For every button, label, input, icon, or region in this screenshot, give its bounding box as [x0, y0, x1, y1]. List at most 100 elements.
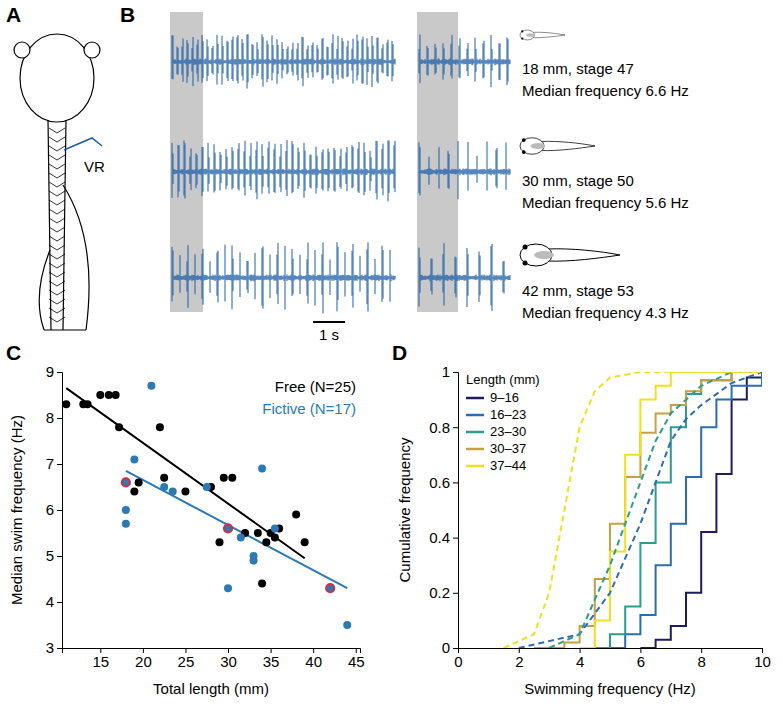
scale-bar	[313, 321, 345, 323]
point	[96, 391, 104, 399]
point	[160, 483, 168, 491]
tick-label: 20	[135, 653, 152, 670]
tick-label: 40	[305, 653, 322, 670]
tick: 0.4	[429, 529, 458, 546]
tick-label: 10	[754, 653, 771, 670]
point	[156, 423, 164, 431]
recording-size: 42 mm, stage 53	[522, 282, 634, 299]
panel-letter: B	[120, 3, 135, 26]
legend-swatch	[466, 465, 484, 468]
panel-letter: A	[6, 3, 21, 26]
legend-entry: 16–23	[490, 407, 526, 422]
point	[84, 400, 92, 408]
trace	[419, 35, 510, 88]
electrode	[64, 138, 102, 150]
y-axis-line	[453, 373, 459, 649]
icon-gut	[531, 143, 546, 149]
tick-label: 4	[576, 653, 584, 670]
point	[262, 538, 270, 546]
legend-swatch	[466, 431, 484, 434]
point	[224, 524, 232, 532]
legend-entry: Fictive (N=17)	[262, 400, 356, 417]
tick: 9	[46, 363, 62, 380]
x-axis-title: Swimming frequency (Hz)	[524, 680, 696, 697]
tick: 0.8	[429, 419, 458, 436]
tick-label: 35	[263, 653, 280, 670]
eye	[84, 42, 100, 58]
tick-mark	[453, 538, 458, 539]
tick-label: 0.8	[429, 419, 450, 436]
point	[343, 621, 351, 629]
electrode-label: VR	[84, 158, 105, 175]
tick-label: 6	[46, 501, 54, 518]
trace	[172, 34, 395, 88]
scale-bar-label: 1 s	[319, 326, 339, 343]
tick-mark	[57, 648, 62, 649]
tick-label: 7	[46, 455, 54, 472]
point	[292, 511, 300, 519]
tick-label: 0.6	[429, 474, 450, 491]
tadpole-icon	[520, 30, 565, 40]
icon-eye	[521, 37, 523, 39]
icon-head	[520, 30, 534, 40]
icon-eye	[523, 245, 528, 250]
tail-fin	[39, 185, 89, 330]
icon-tail	[533, 32, 565, 38]
point	[216, 538, 224, 546]
tick-mark	[453, 372, 458, 373]
recording-frequency: Median frequency 5.6 Hz	[522, 194, 689, 211]
tick: 20	[135, 648, 152, 670]
tick-mark	[57, 510, 62, 511]
point	[130, 488, 138, 496]
point	[250, 557, 258, 565]
legend-entry: 23–30	[490, 424, 526, 439]
y-axis-title: Cumulative frequency	[396, 437, 413, 583]
tick-label: 25	[178, 653, 195, 670]
point	[112, 391, 120, 399]
x-axis: 0246810	[454, 648, 771, 670]
tick-label: 4	[46, 593, 54, 610]
x-axis: 15202530354045	[63, 648, 365, 670]
point	[147, 382, 155, 390]
tadpole-icon	[520, 138, 595, 155]
point	[122, 478, 130, 486]
legend-entry: 30–37	[490, 441, 526, 456]
tick: 0.2	[429, 584, 458, 601]
icon-eye	[522, 138, 526, 142]
trace	[172, 140, 395, 201]
tick-label: 0	[454, 653, 462, 670]
tick-label: 5	[46, 547, 54, 564]
tick: 1	[442, 363, 458, 380]
y-axis: 0 0.2 0.4 0.6 0.8 1	[429, 363, 458, 656]
figure: ABCDVR18 mm, stage 47Median frequency 6.…	[0, 0, 783, 710]
y-axis-line	[57, 373, 63, 649]
tick-label: 0.2	[429, 584, 450, 601]
cdf-line	[504, 372, 762, 648]
point	[122, 520, 130, 528]
tick: 10	[754, 648, 771, 670]
point	[130, 455, 138, 463]
icon-gut	[534, 251, 554, 259]
plot-area	[504, 372, 762, 648]
point	[326, 584, 334, 592]
icon-tail	[541, 141, 595, 150]
tick: 4	[576, 648, 584, 670]
legend-entry: Free (N=25)	[275, 378, 356, 395]
tick-label: 0.4	[429, 529, 450, 546]
point	[271, 524, 279, 532]
tick-label: 8	[46, 409, 54, 426]
recording-frequency: Median frequency 6.6 Hz	[522, 82, 689, 99]
tick-label: 0	[442, 639, 450, 656]
legend-title: Length (mm)	[466, 372, 540, 387]
tick-mark	[453, 482, 458, 483]
segments	[49, 128, 65, 322]
tick: 6	[637, 648, 645, 670]
x-axis-line	[459, 649, 763, 654]
point	[181, 488, 189, 496]
tick: 8	[46, 409, 62, 426]
tick: 25	[178, 648, 195, 670]
tick-label: 15	[92, 653, 109, 670]
panel-letter: C	[6, 341, 21, 364]
icon-gut	[526, 33, 535, 37]
tick-label: 1	[442, 363, 450, 380]
